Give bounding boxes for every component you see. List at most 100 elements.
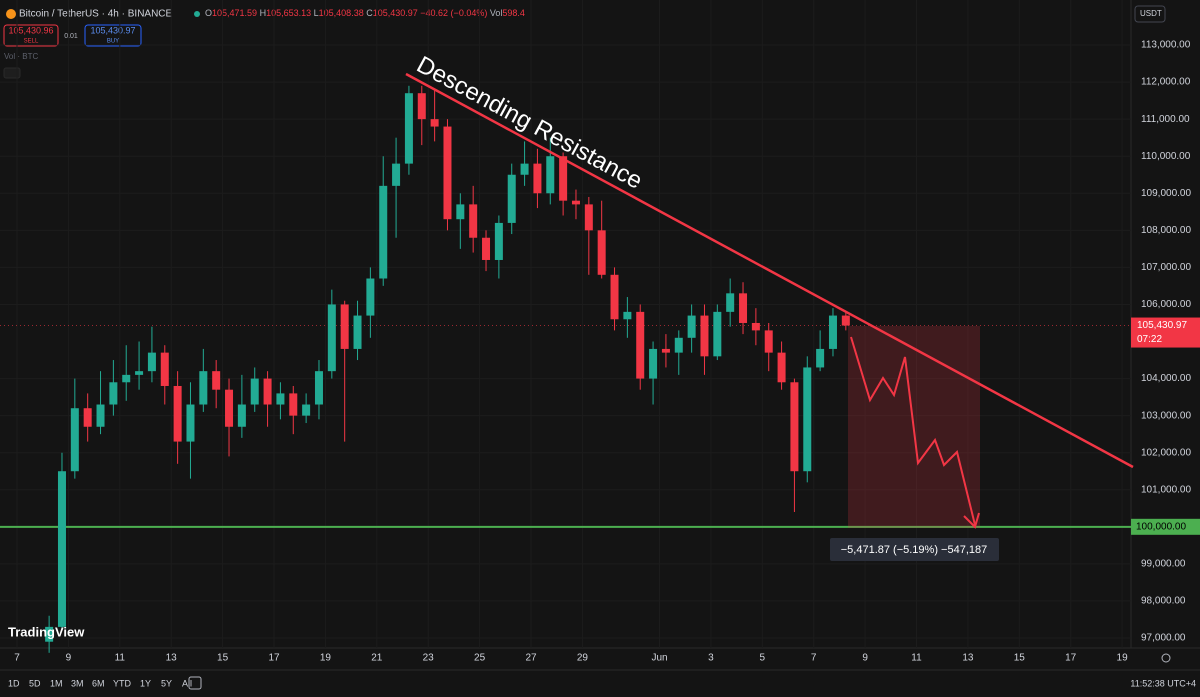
range-button[interactable]: 5D xyxy=(29,678,41,688)
candle-body xyxy=(469,204,478,238)
candle-body xyxy=(790,382,799,472)
candle-body xyxy=(828,315,837,349)
volume-key: Vol xyxy=(490,8,503,18)
candle-body xyxy=(636,311,645,379)
candle-body xyxy=(751,322,760,331)
arrow-head xyxy=(963,512,980,529)
candle-body xyxy=(225,389,234,427)
candle-body xyxy=(327,304,336,372)
x-tick-label: 15 xyxy=(217,653,229,664)
y-tick-label: 112,000.00 xyxy=(1141,77,1191,88)
candle-body xyxy=(661,348,670,353)
x-tick-label: 27 xyxy=(525,653,537,664)
symbol[interactable]: Bitcoin / TetherUS · 4h · BINANCE xyxy=(19,9,173,20)
x-tick-label: 25 xyxy=(474,653,486,664)
range-button[interactable]: 1Y xyxy=(140,678,151,688)
y-tick-label: 103,000.00 xyxy=(1141,410,1191,421)
y-tick-label: 110,000.00 xyxy=(1141,151,1191,162)
x-tick-label: 13 xyxy=(166,653,178,664)
indicator[interactable]: Vol · BTC xyxy=(4,52,38,61)
range-button[interactable]: 1M xyxy=(50,678,63,688)
candle-body xyxy=(314,371,323,405)
y-tick-label: 104,000.00 xyxy=(1141,373,1191,384)
y-tick-label: 106,000.00 xyxy=(1141,299,1191,310)
candle-body xyxy=(173,385,182,442)
settings-icon[interactable] xyxy=(1161,653,1171,663)
buy-button[interactable] xyxy=(84,24,142,47)
candle-body xyxy=(687,315,696,338)
x-tick-label: 17 xyxy=(268,653,280,664)
candle-body xyxy=(482,237,491,260)
change: −40.62 (−0.04%) xyxy=(420,8,487,18)
y-tick-label: 113,000.00 xyxy=(1141,40,1191,51)
candle-body xyxy=(83,408,92,427)
x-tick-label: 7 xyxy=(14,653,20,664)
candle-body xyxy=(289,393,298,416)
candle-body xyxy=(700,315,709,357)
y-tick-label: 102,000.00 xyxy=(1141,447,1191,458)
ohlc-key: H xyxy=(260,8,267,18)
x-tick-label: 19 xyxy=(320,653,332,664)
x-tick-label: 3 xyxy=(708,653,714,664)
range-button[interactable]: 6M xyxy=(92,678,105,688)
candle-body xyxy=(816,348,825,368)
x-tick-label: Jun xyxy=(651,653,667,664)
candle-body xyxy=(507,174,516,223)
ohlc-value: 105,471.59 xyxy=(212,8,257,18)
x-tick-label: 11 xyxy=(911,653,922,664)
candle-body xyxy=(777,352,786,383)
y-tick-label: 111,000.00 xyxy=(1141,114,1190,125)
candle-body xyxy=(764,330,773,353)
candle-body xyxy=(45,626,54,642)
range-button[interactable]: 5Y xyxy=(161,678,172,688)
support-tag xyxy=(1131,518,1200,535)
axis-layer: 97,000.00 98,000.00 99,000.00 101,000.00 102… xyxy=(0,39,1192,664)
date-range-icon[interactable] xyxy=(188,676,202,690)
candle-body xyxy=(559,156,568,201)
candle-body xyxy=(186,404,195,442)
ohlc-key: C xyxy=(366,8,373,18)
x-tick-label: 21 xyxy=(371,653,383,664)
candle-body xyxy=(610,274,619,320)
candle-body xyxy=(212,371,221,390)
candle-body xyxy=(584,204,593,231)
candle-body xyxy=(70,408,79,472)
candle-body xyxy=(379,185,388,279)
x-tick-label: 11 xyxy=(115,653,126,664)
candle-body xyxy=(404,93,413,164)
support-label: 100,000.00 xyxy=(1136,521,1186,532)
candle-body xyxy=(250,378,259,405)
clock: 11:52:38 UTC+4 xyxy=(1130,678,1196,688)
range-button[interactable]: 1D xyxy=(8,678,20,688)
currency-box[interactable] xyxy=(1134,5,1166,23)
candle-body xyxy=(109,382,118,405)
candle-body xyxy=(443,126,452,220)
x-tick-label: 15 xyxy=(1014,653,1026,664)
range-button[interactable]: YTD xyxy=(113,678,132,688)
candle-body xyxy=(366,278,375,316)
buy-label: BUY xyxy=(107,39,119,45)
candle-body xyxy=(726,293,735,312)
last-price-tag xyxy=(1131,317,1200,348)
y-tick-label: 108,000.00 xyxy=(1141,225,1191,236)
last-price-label: 105,430.97 xyxy=(1137,320,1187,331)
candle-body xyxy=(571,200,580,205)
candle-body xyxy=(122,374,131,383)
ohlc-key: L xyxy=(314,8,319,18)
candle-body xyxy=(199,371,208,405)
measure-label: −5,471.87 (−5.19%) −547,187 xyxy=(841,544,987,556)
range-button[interactable]: All xyxy=(182,678,192,688)
collapse-button[interactable] xyxy=(3,67,21,79)
candles xyxy=(45,85,850,653)
currency: USDT xyxy=(1140,9,1162,18)
candle-body xyxy=(135,371,144,375)
candle-body xyxy=(57,471,66,627)
candle-body xyxy=(96,404,105,427)
range-button[interactable]: 3M xyxy=(71,678,84,688)
x-tick-label: 9 xyxy=(66,653,72,664)
candle-body xyxy=(147,352,156,372)
candle-body xyxy=(520,163,529,175)
ohlc-value: 105,430.97 xyxy=(373,8,418,18)
